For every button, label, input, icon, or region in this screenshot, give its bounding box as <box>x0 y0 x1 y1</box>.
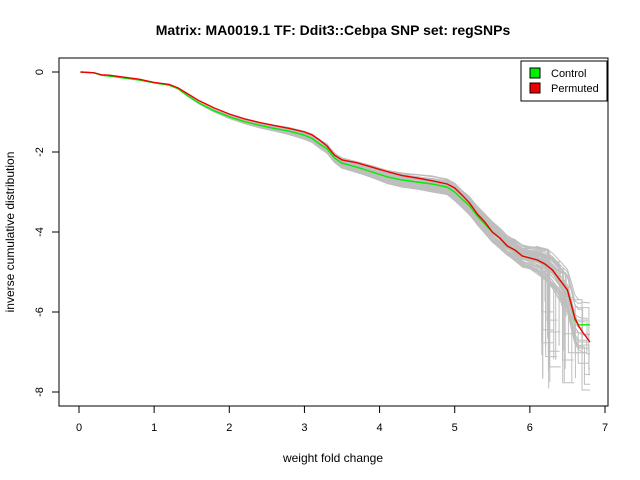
background-line <box>80 71 560 346</box>
background-line <box>80 71 558 321</box>
x-tick-label: 5 <box>452 422 458 434</box>
background-line <box>80 71 590 385</box>
background-line <box>80 71 588 341</box>
background-lines <box>80 71 590 391</box>
y-tick-label: -4 <box>34 227 46 237</box>
x-tick-label: 0 <box>76 422 82 434</box>
background-line <box>80 71 590 376</box>
background-line <box>80 71 574 384</box>
background-line <box>80 71 590 364</box>
legend-label-control: Control <box>551 68 586 80</box>
series-line-permuted <box>80 71 591 343</box>
background-line <box>80 71 587 354</box>
chart-title: Matrix: MA0019.1 TF: Ddit3::Cebpa SNP se… <box>156 22 511 38</box>
x-tick-label: 6 <box>527 422 533 434</box>
background-line <box>80 71 564 351</box>
plot-frame <box>58 57 609 407</box>
y-axis: 0 -2 -4 -6 -8 <box>34 69 60 397</box>
legend-box <box>520 60 608 102</box>
x-axis: 0 1 2 3 4 5 6 7 <box>76 405 608 434</box>
background-line <box>80 71 586 323</box>
background-line <box>80 71 549 340</box>
x-tick-label: 4 <box>377 422 383 434</box>
background-line <box>80 71 574 361</box>
background-line <box>80 71 549 342</box>
background-line <box>80 71 590 335</box>
y-axis-label: inverse cumulative distribution <box>3 152 17 313</box>
background-line <box>80 71 567 317</box>
x-tick-label: 7 <box>602 422 608 434</box>
background-line <box>80 71 549 336</box>
background-line <box>80 71 562 297</box>
background-line <box>80 71 562 307</box>
background-line <box>80 71 555 331</box>
background-line <box>80 71 546 302</box>
background-line <box>80 71 575 335</box>
background-line <box>80 71 576 379</box>
background-line <box>80 71 549 320</box>
y-tick-label: -6 <box>34 307 46 317</box>
background-line <box>80 71 590 370</box>
background-line <box>80 71 590 343</box>
background-line <box>80 71 588 321</box>
background-line <box>80 71 561 333</box>
x-axis-label: weight fold change <box>282 451 383 465</box>
legend-swatch-permuted <box>529 82 541 94</box>
series-line-control <box>80 71 590 326</box>
x-tick-label: 3 <box>301 422 307 434</box>
x-tick-label: 2 <box>226 422 232 434</box>
background-line <box>80 71 553 313</box>
background-line <box>80 71 583 349</box>
background-line <box>80 71 560 352</box>
background-line <box>80 71 544 378</box>
background-line <box>80 71 590 391</box>
background-line <box>80 71 580 354</box>
background-line <box>80 71 582 347</box>
legend: Control Permuted <box>520 60 608 102</box>
y-tick-label: 0 <box>34 69 46 75</box>
y-tick-label: -8 <box>34 387 46 397</box>
background-line <box>80 71 583 351</box>
legend-label-permuted: Permuted <box>551 83 599 95</box>
background-line <box>80 71 590 305</box>
background-line <box>80 71 583 341</box>
x-tick-label: 1 <box>151 422 157 434</box>
legend-swatch-control <box>529 67 541 79</box>
background-line <box>80 71 549 338</box>
background-line <box>80 71 550 389</box>
background-line <box>80 71 575 298</box>
background-line <box>80 71 581 301</box>
series-lines <box>80 71 591 343</box>
background-line <box>80 71 590 355</box>
background-line <box>80 71 590 375</box>
background-line <box>80 71 550 340</box>
background-line <box>80 71 553 344</box>
background-line <box>80 71 544 379</box>
y-tick-label: -2 <box>34 147 46 157</box>
background-line <box>80 71 589 349</box>
background-line <box>80 71 566 369</box>
background-line <box>80 71 572 300</box>
background-line <box>80 71 590 343</box>
